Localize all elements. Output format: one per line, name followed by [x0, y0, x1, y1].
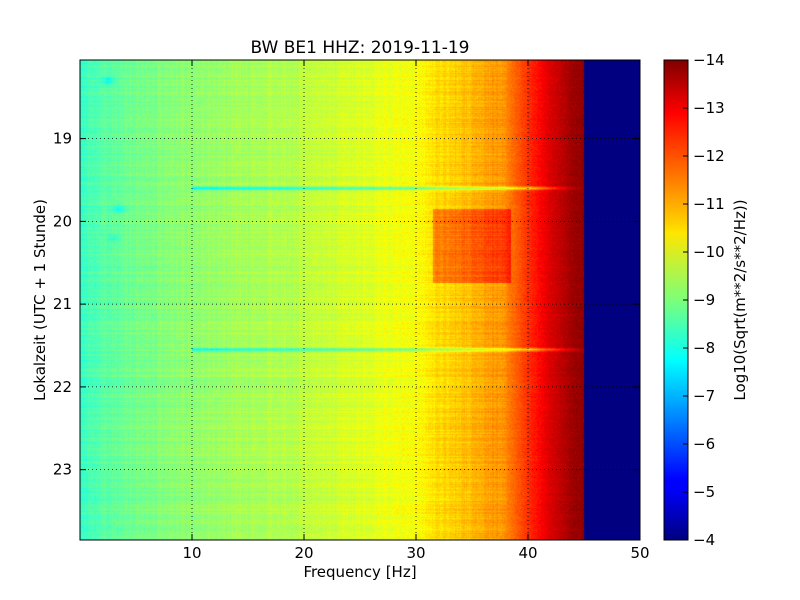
y-tick-label: 20	[53, 212, 72, 230]
spectrogram-heatmap	[80, 60, 640, 540]
x-tick-label: 10	[182, 544, 201, 562]
colorbar-tick-label: −7	[693, 387, 715, 405]
colorbar-ticks: −4 −5 −6 −7 −8 −9 −10 −11 −12 −13 −14	[683, 51, 725, 549]
colorbar-tick-label: −11	[693, 195, 725, 213]
colorbar-tick-label: −8	[693, 339, 715, 357]
colorbar-tick-label: −4	[693, 531, 715, 549]
x-axis-ticks: 10 20 30 40 50	[182, 60, 650, 562]
x-axis-label: Frequency [Hz]	[303, 563, 416, 581]
y-tick-label: 21	[53, 295, 72, 313]
colorbar-tick-label: −12	[693, 147, 725, 165]
colorbar-tick-label: −10	[693, 243, 725, 261]
colorbar-label: Log10(Sqrt(m**2/s**2/Hz))	[731, 199, 749, 400]
y-axis-ticks: 19 20 21 22 23	[53, 130, 640, 479]
heatmap-container	[80, 60, 640, 540]
x-tick-label: 30	[406, 544, 425, 562]
y-tick-label: 19	[53, 130, 72, 148]
x-tick-label: 40	[518, 544, 537, 562]
x-tick-label: 20	[294, 544, 313, 562]
colorbar-tick-label: −6	[693, 435, 715, 453]
colorbar-tick-label: −9	[693, 291, 715, 309]
y-tick-label: 22	[53, 378, 72, 396]
x-tick-label: 50	[630, 544, 649, 562]
grid-lines	[80, 60, 640, 540]
y-axis-label: Lokalzeit (UTC + 1 Stunde)	[31, 199, 49, 401]
colorbar-tick-label: −14	[693, 51, 725, 69]
y-tick-label: 23	[53, 461, 72, 479]
chart-title: BW BE1 HHZ: 2019-11-19	[250, 38, 469, 58]
colorbar-tick-label: −13	[693, 99, 725, 117]
plot-frame	[79, 59, 641, 541]
colorbar-tick-label: −5	[693, 483, 715, 501]
